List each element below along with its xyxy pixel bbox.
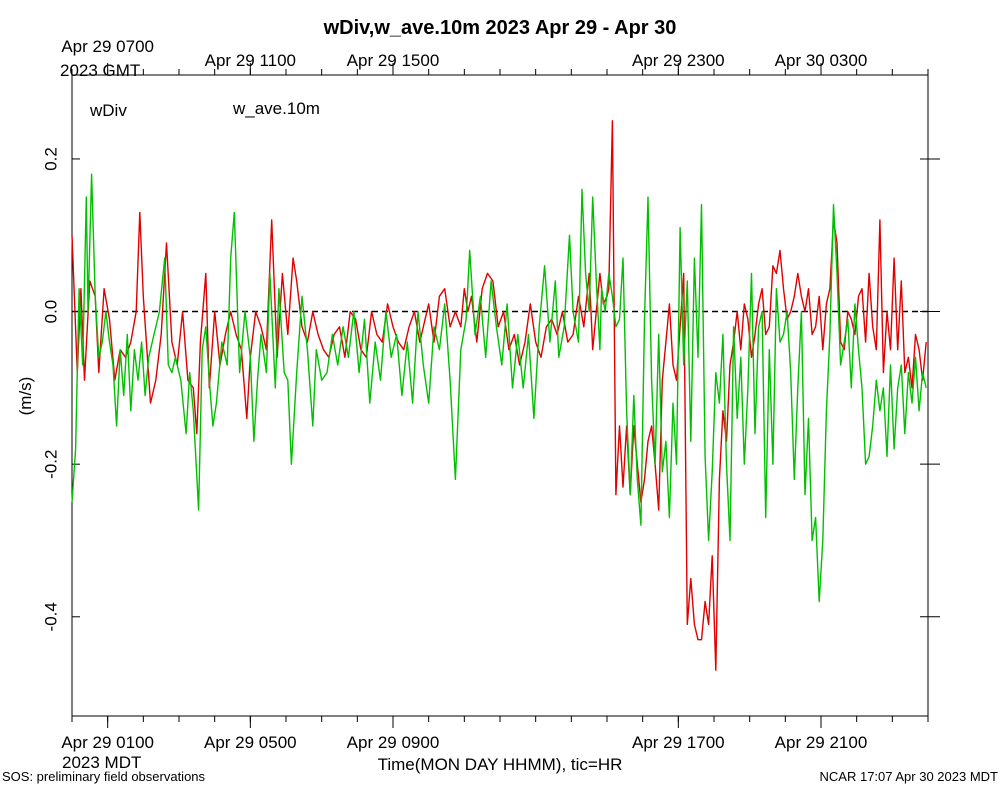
x-tick-label-bottom: Apr 29 0500 (204, 733, 297, 752)
data-series (71, 120, 927, 671)
legend-wdiv: wDiv (89, 101, 127, 120)
x-tick-label-top: Apr 29 1500 (347, 51, 440, 70)
x-tick-label-top: Apr 29 0700 (61, 37, 154, 56)
series-line-wdiv (71, 120, 927, 671)
chart-title: wDiv,w_ave.10m 2023 Apr 29 - Apr 30 (323, 17, 677, 39)
bottom-timezone-label: 2023 MDT (62, 753, 141, 772)
y-tick-label: -0.4 (41, 602, 60, 631)
y-tick-label: 0.0 (41, 300, 60, 324)
y-tick-label: 0.2 (41, 147, 60, 171)
x-axis-label: Time(MON DAY HHMM), tic=HR (378, 755, 623, 774)
x-tick-label-top: Apr 29 1100 (205, 51, 296, 70)
footer-left: SOS: preliminary field observations (2, 769, 206, 784)
plot-frame (71, 74, 929, 717)
x-tick-label-bottom: Apr 29 1700 (632, 733, 725, 752)
x-tick-label-bottom: Apr 29 2100 (775, 733, 868, 752)
x-tick-label-top: Apr 29 2300 (632, 51, 725, 70)
y-tick-label: -0.2 (41, 450, 60, 479)
top-timezone-label: 2023 GMT (60, 61, 140, 80)
axis-labels: 0.2 0.0 -0.2 -0.4 Apr 29 0100 Apr 29 0500 Apr … (41, 37, 867, 752)
series-line-w-ave-10m (71, 173, 927, 603)
legend-w-ave-10m: w_ave.10m (232, 99, 320, 118)
x-tick-label-bottom: Apr 29 0900 (347, 733, 440, 752)
y-axis-label: (m/s) (16, 377, 35, 416)
axis-ticks (71, 63, 940, 728)
x-tick-label-top: Apr 30 0300 (775, 51, 868, 70)
x-tick-label-bottom: Apr 29 0100 (61, 733, 154, 752)
footer-right: NCAR 17:07 Apr 30 2023 MDT (820, 769, 999, 784)
